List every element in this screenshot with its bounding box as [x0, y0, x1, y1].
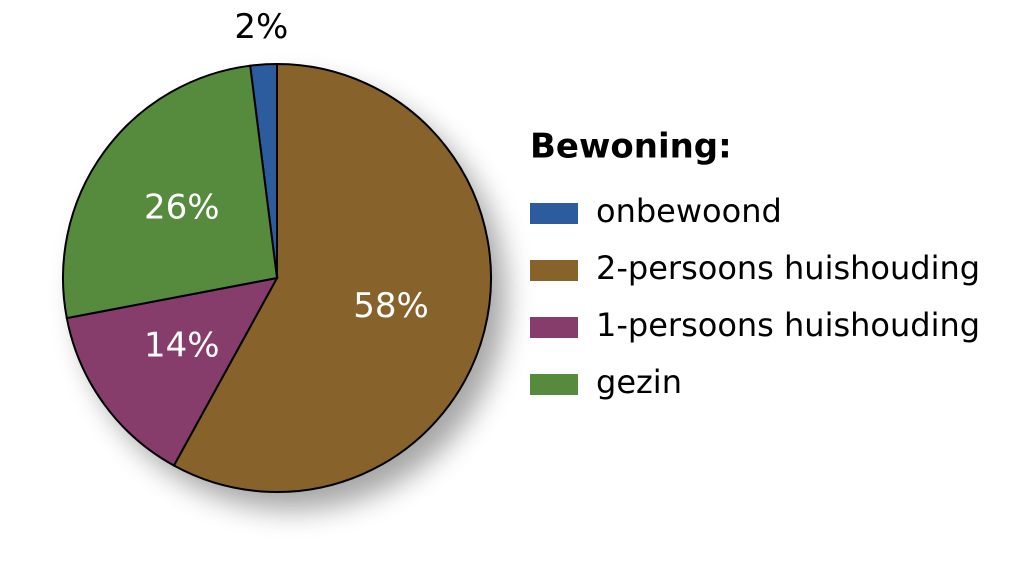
legend-label: onbewoond: [596, 192, 782, 230]
legend: Bewoning: onbewoond 2-persoons huishoudin…: [530, 127, 980, 401]
legend-title: Bewoning:: [530, 127, 732, 167]
legend-swatch: [530, 374, 578, 395]
legend-swatch: [530, 203, 578, 224]
data-label: 2%: [234, 7, 288, 47]
legend-swatch: [530, 317, 578, 338]
data-label: 26%: [144, 187, 220, 227]
pie-slice: [172, 62, 492, 493]
data-label: 58%: [353, 286, 429, 326]
legend-swatch: [530, 260, 578, 281]
pie: 2% 58% 14% 26%: [62, 7, 492, 493]
data-label: 14%: [144, 326, 220, 366]
legend-label: 1-persoons huishouding: [596, 306, 980, 344]
pie-slice: [65, 276, 279, 467]
legend-label: 2-persoons huishouding: [596, 249, 980, 287]
pie-slice: [62, 64, 279, 320]
legend-label: gezin: [596, 363, 682, 401]
